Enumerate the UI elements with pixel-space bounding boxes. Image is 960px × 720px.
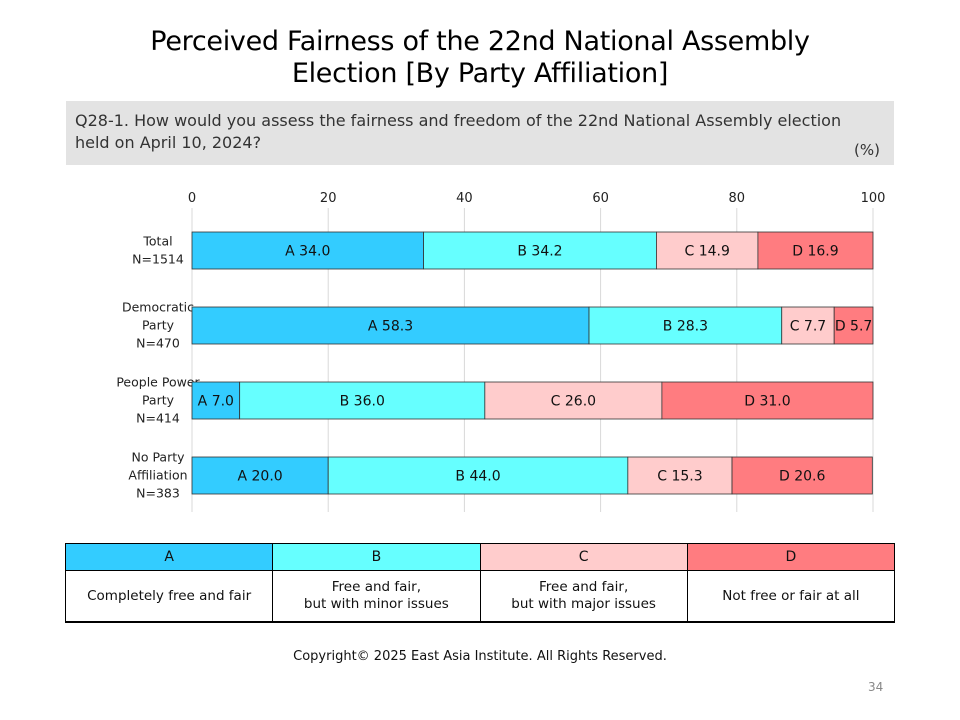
stacked-bar-chart: 0 20 40 60 80 100 Total N=1514 Democratic Party N… [116,191,886,512]
category-label-line: Total [142,234,172,249]
category-labels: Total N=1514 Democratic Party N=470 People Po… [116,234,200,501]
data-label: B 44.0 [455,469,500,485]
data-label: D 5.7 [835,319,873,335]
data-label: C 15.3 [657,469,702,485]
category-label: No Party Affiliation N=383 [128,450,187,501]
x-tick-label: 0 [188,191,196,206]
x-axis-ticks: 0 20 40 60 80 100 [188,191,886,206]
data-label: B 34.2 [517,244,562,260]
data-label: A 34.0 [285,244,330,260]
category-label: People Power Party N=414 [116,375,200,426]
bar-segment-d [757,231,874,270]
copyright-notice: Copyright© 2025 East Asia Institute. All… [293,649,667,664]
bar-segment-d [833,306,874,345]
category-label-line: Democratic [122,300,194,315]
x-tick-label: 60 [592,191,609,206]
legend-desc-d: Not free or fair at all [686,570,896,623]
page-title: Perceived Fairness of the 22nd National … [0,26,960,90]
bars: A 34.0 B 34.2 C 14.9 D 16.9 A 58.3 B 28.3 C 7.… [191,231,874,495]
legend-desc-b: Free and fair, but with minor issues [272,570,481,623]
bar-segment-a [191,381,241,420]
category-label-line: No Party [131,450,185,465]
legend-desc-b-line-2: but with minor issues [303,596,449,612]
bar-segment-b [239,381,486,420]
bar-segment-c [484,381,663,420]
data-label: B 36.0 [340,394,385,410]
x-tick-label: 80 [729,191,746,206]
legend-table: A B C D Completely free and fair Free an… [64,543,896,623]
data-label: D 31.0 [744,394,790,410]
legend-header-b: B [272,543,481,571]
bar-segment-b [327,456,629,495]
legend-desc-b-line-1: Free and fair, [331,579,421,595]
bar-segment-a [191,456,329,495]
data-label: C 14.9 [684,244,729,260]
legend-description-row: Completely free and fair Free and fair, … [64,570,896,623]
data-label: A 7.0 [198,394,234,410]
data-label: A 20.0 [237,469,282,485]
category-label-line: N=1514 [132,252,184,267]
bar-segment-a [191,231,424,270]
category-label-line: Party [142,393,175,408]
legend-desc-a-text: Completely free and fair [87,587,252,604]
bar-segment-b [588,306,783,345]
category-label-line: N=414 [136,411,180,426]
bar-segment-d [731,456,873,495]
question-line-2: held on April 10, 2024? [75,133,262,152]
x-tick-label: 40 [456,191,473,206]
category-label-line: People Power [116,375,200,390]
x-tick-label: 100 [861,191,886,206]
title-line-1: Perceived Fairness of the 22nd National … [150,26,810,57]
legend-desc-c: Free and fair, but with major issues [479,570,688,623]
data-label: B 28.3 [663,319,708,335]
legend-header-c: C [479,543,688,571]
bar-segment-b [423,231,657,270]
page-number: 34 [868,680,884,694]
question-line-1: Q28-1. How would you assess the fairness… [75,111,842,130]
title-line-2: Election [By Party Affiliation] [291,58,669,89]
legend-header-d: D [686,543,896,571]
category-label-line: Affiliation [128,468,187,483]
legend-desc-a: Completely free and fair [64,570,274,623]
legend-desc-c-line-2: but with major issues [511,596,656,612]
category-label-line: Party [142,318,175,333]
bar-segment-d [661,381,874,420]
bar-segment-c [656,231,759,270]
unit-label: (%) [854,141,880,159]
legend-header-a: A [64,543,274,571]
legend-header-row: A B C D [64,543,896,571]
data-label: C 26.0 [551,394,596,410]
x-tick-label: 20 [320,191,337,206]
data-label: D 20.6 [779,469,825,485]
category-label-line: N=470 [136,336,180,351]
category-label-line: N=383 [136,486,180,501]
category-label: Total N=1514 [132,234,184,267]
category-label: Democratic Party N=470 [122,300,194,351]
data-label: C 7.7 [790,319,827,335]
question-box: Q28-1. How would you assess the fairness… [66,101,894,165]
data-label: D 16.9 [792,244,838,260]
legend-desc-c-line-1: Free and fair, [539,579,629,595]
legend-desc-d-text: Not free or fair at all [722,587,860,604]
data-label: A 58.3 [368,319,413,335]
